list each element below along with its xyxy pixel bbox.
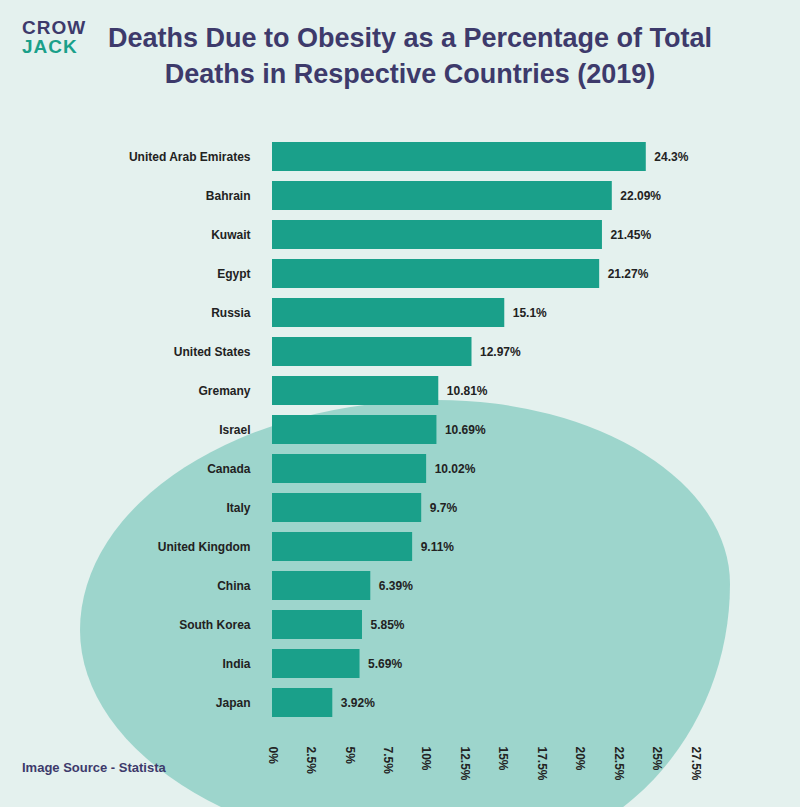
svg-text:2.5%: 2.5%	[304, 747, 318, 775]
svg-text:25%: 25%	[650, 747, 664, 771]
svg-text:9.7%: 9.7%	[430, 501, 458, 515]
svg-text:5.85%: 5.85%	[370, 618, 404, 632]
svg-text:20%: 20%	[573, 747, 587, 771]
svg-text:South Korea: South Korea	[179, 618, 251, 632]
svg-text:Canada: Canada	[207, 462, 251, 476]
svg-text:Russia: Russia	[211, 306, 251, 320]
html-text:Image Source - Statista: Image Source - Statista	[22, 760, 166, 775]
svg-text:3.92%: 3.92%	[341, 696, 375, 710]
svg-text:Italy: Italy	[226, 501, 250, 515]
svg-text:Bahrain: Bahrain	[206, 189, 251, 203]
svg-text:10.81%: 10.81%	[447, 384, 488, 398]
svg-text:15.1%: 15.1%	[513, 306, 547, 320]
svg-text:15%: 15%	[496, 747, 510, 771]
svg-text:9.11%: 9.11%	[421, 540, 455, 554]
svg-text:5%: 5%	[343, 747, 357, 765]
svg-text:10%: 10%	[419, 747, 433, 771]
svg-text:12.97%: 12.97%	[480, 345, 521, 359]
svg-text:Japan: Japan	[216, 696, 251, 710]
svg-text:10.69%: 10.69%	[445, 423, 486, 437]
svg-text:24.3%: 24.3%	[654, 150, 688, 164]
svg-text:Gremany: Gremany	[198, 384, 250, 398]
html-text:JACK: JACK	[22, 36, 78, 57]
svg-text:Kuwait: Kuwait	[211, 228, 250, 242]
svg-text:21.45%: 21.45%	[610, 228, 651, 242]
svg-text:United Kingdom: United Kingdom	[158, 540, 251, 554]
svg-text:China: China	[217, 579, 251, 593]
html-text:CROW: CROW	[22, 17, 87, 38]
svg-text:22.5%: 22.5%	[612, 747, 626, 781]
svg-text:5.69%: 5.69%	[368, 657, 402, 671]
svg-text:India: India	[222, 657, 250, 671]
svg-text:7.5%: 7.5%	[381, 747, 395, 775]
svg-text:0%: 0%	[266, 747, 280, 765]
svg-text:United States: United States	[174, 345, 251, 359]
svg-text:United Arab Emirates: United Arab Emirates	[129, 150, 251, 164]
svg-text:Israel: Israel	[219, 423, 250, 437]
svg-text:6.39%: 6.39%	[379, 579, 413, 593]
svg-text:27.5%: 27.5%	[689, 747, 703, 781]
svg-text:10.02%: 10.02%	[435, 462, 476, 476]
svg-text:17.5%: 17.5%	[535, 747, 549, 781]
svg-text:12.5%: 12.5%	[458, 747, 472, 781]
html-text:Deaths Due to Obesity as a Per: Deaths Due to Obesity as a Percentage of…	[107, 23, 713, 89]
svg-text:22.09%: 22.09%	[620, 189, 661, 203]
svg-text:Egypt: Egypt	[217, 267, 250, 281]
svg-text:21.27%: 21.27%	[608, 267, 649, 281]
